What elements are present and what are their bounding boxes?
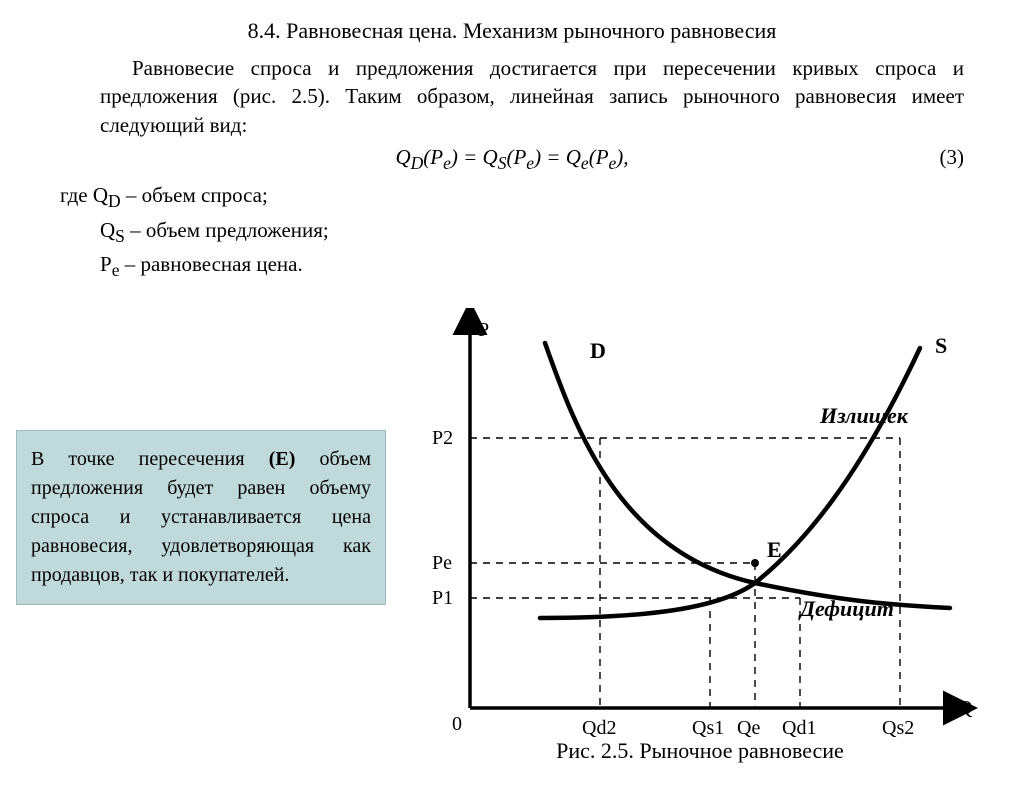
- equilibrium-chart: P Q 0 P2 Pe P1 Qd2 Qs1 Qe Qd1 Qs2 D S E Излишек Дефицит: [390, 308, 1010, 768]
- svg-text:S: S: [935, 333, 947, 358]
- svg-text:Излишек: Излишек: [819, 403, 909, 428]
- svg-text:D: D: [590, 338, 606, 363]
- svg-text:0: 0: [452, 713, 462, 735]
- svg-text:Qd1: Qd1: [782, 717, 816, 739]
- figure-caption: Рис. 2.5. Рыночное равновесие: [390, 738, 1010, 764]
- callout-note: В точке пересечения (Е) объем предложени…: [16, 430, 386, 605]
- svg-text:Дефицит: Дефицит: [798, 596, 894, 621]
- definitions-block: где QD – объем спроса; QS – объем предло…: [60, 180, 964, 284]
- equation-number: (3): [924, 145, 964, 170]
- svg-text:Qd2: Qd2: [582, 717, 616, 739]
- svg-text:Qs2: Qs2: [882, 717, 914, 739]
- svg-text:Q: Q: [958, 697, 973, 719]
- equation: QD(Pe) = QS(Pe) = Qe(Pe),: [100, 145, 924, 174]
- svg-text:Pe: Pe: [432, 552, 452, 574]
- section-title: 8.4. Равновесная цена. Механизм рыночног…: [60, 18, 964, 44]
- equation-row: QD(Pe) = QS(Pe) = Qe(Pe), (3): [100, 145, 964, 174]
- intro-paragraph: Равновесие спроса и предложения достигае…: [100, 54, 964, 139]
- svg-text:P1: P1: [432, 587, 453, 609]
- svg-text:P: P: [478, 319, 489, 341]
- svg-text:E: E: [767, 537, 782, 562]
- svg-text:Qs1: Qs1: [692, 717, 724, 739]
- svg-text:P2: P2: [432, 427, 453, 449]
- svg-text:Qe: Qe: [737, 717, 760, 739]
